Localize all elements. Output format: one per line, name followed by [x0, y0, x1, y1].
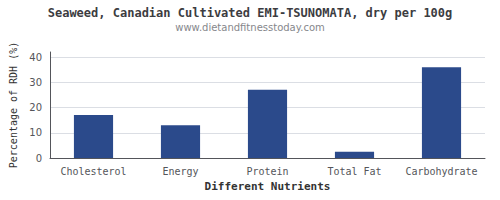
svg-text:Protein: Protein	[246, 166, 288, 177]
svg-text:10: 10	[29, 127, 42, 138]
svg-text:www.dietandfitnesstoday.com: www.dietandfitnesstoday.com	[175, 22, 324, 33]
svg-text:30: 30	[29, 77, 42, 88]
svg-text:Seaweed, Canadian Cultivated E: Seaweed, Canadian Cultivated EMI-TSUNOMA…	[48, 6, 453, 20]
svg-text:Different Nutrients: Different Nutrients	[205, 180, 331, 193]
svg-text:Cholesterol: Cholesterol	[60, 166, 126, 177]
svg-text:Percentage of RDH (%): Percentage of RDH (%)	[8, 42, 19, 168]
svg-text:Carbohydrate: Carbohydrate	[405, 166, 477, 177]
svg-text:Total Fat: Total Fat	[327, 166, 381, 177]
svg-text:Energy: Energy	[162, 166, 198, 177]
svg-text:20: 20	[29, 102, 42, 113]
svg-text:40: 40	[29, 52, 42, 63]
svg-text:0: 0	[36, 153, 42, 164]
